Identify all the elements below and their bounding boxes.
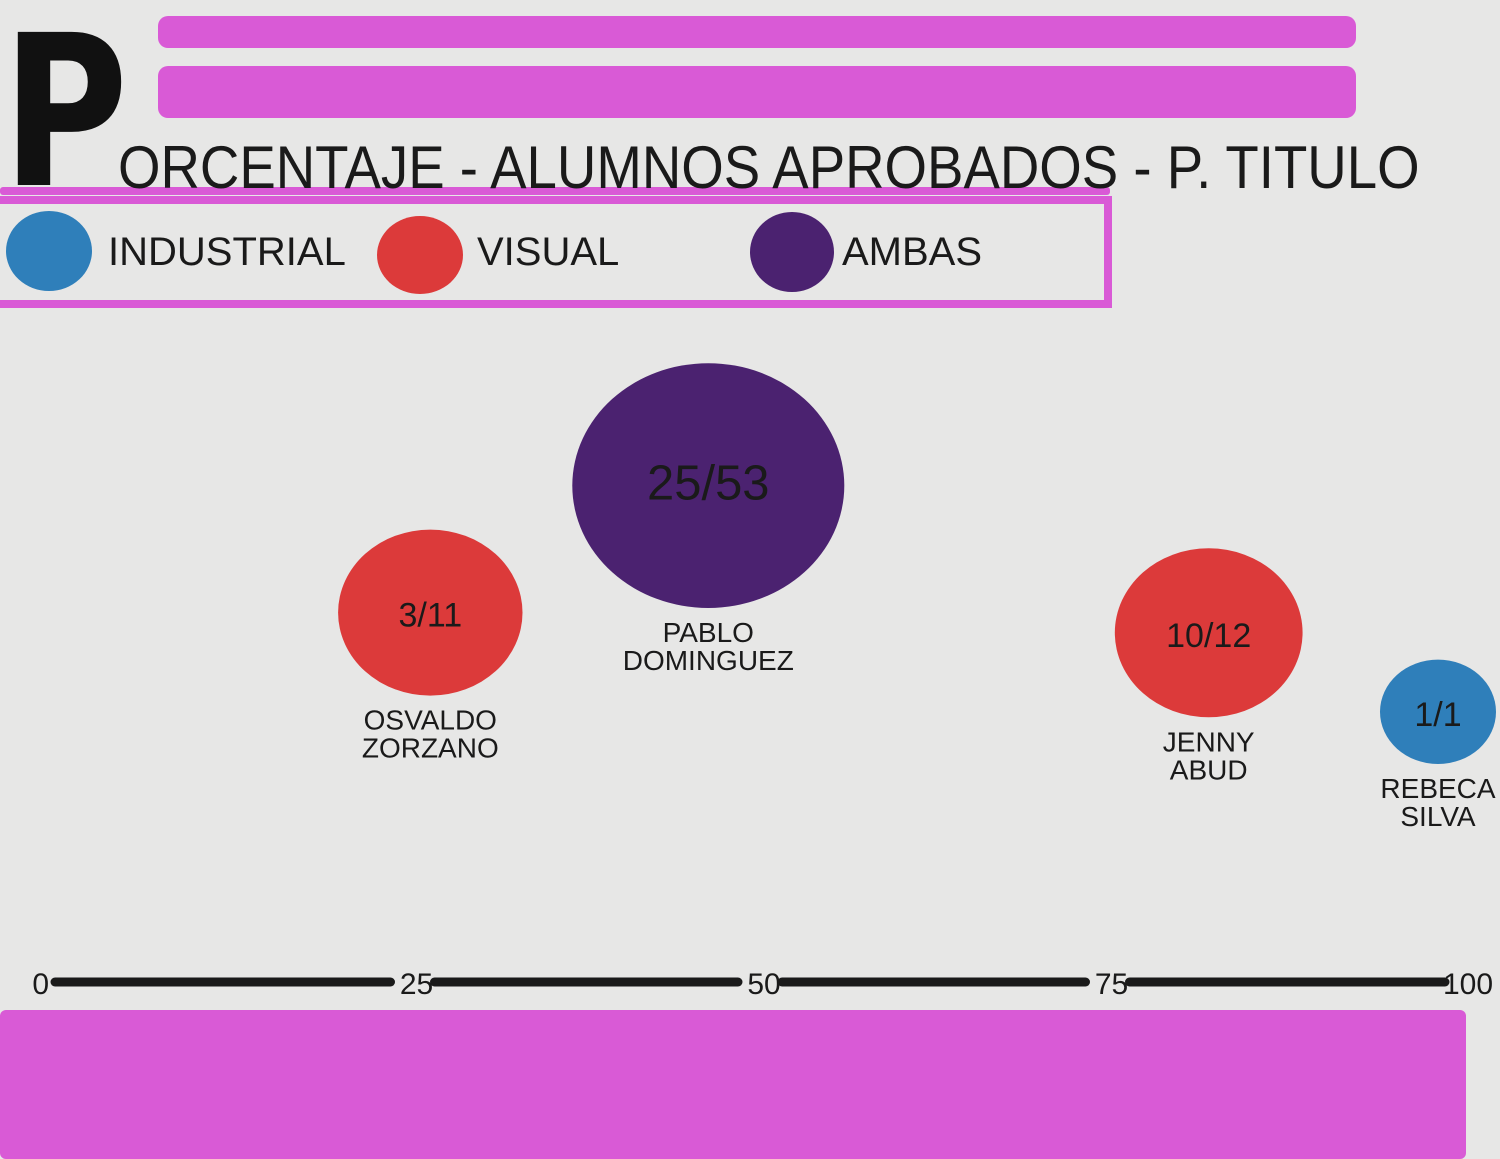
bubble-name-label: ABUD: [1170, 754, 1248, 785]
bubble-value-label: 25/53: [647, 457, 770, 511]
legend-label-visual: VISUAL: [477, 230, 620, 274]
title-initial-letter: P: [2, 0, 129, 235]
x-tick-label: 0: [32, 968, 49, 1001]
bubble-value-label: 3/11: [398, 597, 462, 635]
bubble-jenny-abud: [1114, 548, 1303, 718]
bubble-name-label: OSVALDO: [364, 705, 497, 736]
legend-box: [0, 196, 1112, 308]
bubble-rebeca-silva: [1380, 659, 1496, 764]
bottom-band: [0, 1010, 1466, 1159]
bubble-name-label: REBECA: [1380, 773, 1495, 804]
legend-dot-industrial: [6, 211, 92, 291]
bubble-value-label: 10/12: [1166, 617, 1251, 655]
legend-label-industrial: INDUSTRIAL: [108, 230, 346, 274]
title-underline: [0, 187, 1110, 195]
bubble-name-label: JENNY: [1163, 726, 1255, 757]
top-stripe-1: [158, 16, 1356, 48]
bubble-name-label: DOMINGUEZ: [623, 645, 794, 676]
bubble-osvaldo-zorzano: [338, 529, 523, 696]
x-tick-label: 50: [747, 968, 780, 1001]
bubble-name-label: ZORZANO: [362, 733, 499, 764]
chart-title: ORCENTAJE - ALUMNOS APROBADOS - P. TITUL…: [118, 134, 1420, 201]
bubble-name-label: SILVA: [1400, 801, 1476, 832]
top-stripe-2: [158, 66, 1356, 118]
legend-label-ambas: AMBAS: [842, 230, 983, 274]
bubble-name-label: PABLO: [663, 617, 754, 648]
x-tick-label: 100: [1443, 968, 1493, 1001]
legend-dot-visual: [377, 216, 463, 294]
bubble-pablo-dominguez: [572, 363, 845, 608]
x-tick-label: 75: [1095, 968, 1128, 1001]
x-tick-label: 25: [400, 968, 433, 1001]
bubble-value-label: 1/1: [1414, 696, 1461, 734]
legend-dot-ambas: [750, 212, 834, 292]
